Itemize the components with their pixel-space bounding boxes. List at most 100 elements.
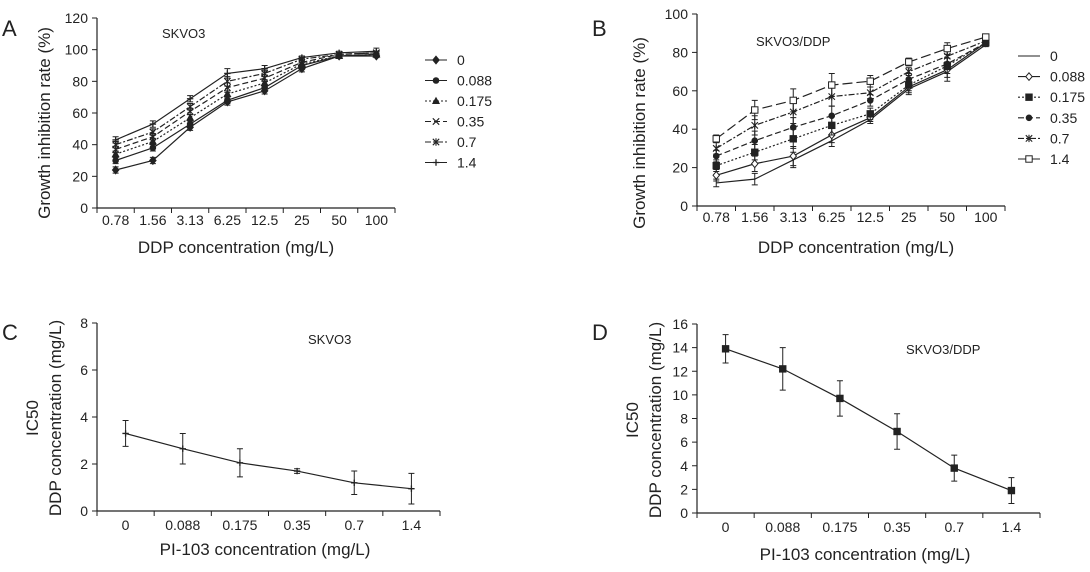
panel-b-legend-item: 0 — [1018, 48, 1058, 64]
panel-b-data-point — [750, 159, 759, 169]
panel-c-y-tick-label: 4 — [80, 409, 88, 425]
panel-a-x-tick-label: 100 — [365, 212, 389, 228]
panel-b-x-tick-label: 0.78 — [703, 209, 730, 225]
panel-d-x-axis-title: PI-103 concentration (mg/L) — [760, 545, 971, 564]
panel-a-data-point — [298, 54, 306, 61]
panel-c-plot: 0 2 4 6 8 0 0.088 0.175 0.35 0.7 1.4 — [80, 315, 441, 533]
panel-d: D 0 2 4 6 8 10 12 14 16 0 0.088 0.175 0.35 0.7 1.4 SKV… — [592, 316, 1041, 564]
panel-b-data-point — [751, 121, 759, 130]
panel-a-legend: 0 0.088 0.175 0.35 0.7 1.4 — [425, 52, 492, 171]
panel-b-data-point — [751, 137, 759, 145]
panel-b-data-point — [982, 33, 990, 41]
panel-b-series-line — [715, 36, 986, 140]
panel-a-data-point — [149, 128, 157, 136]
panel-b-y-tick-label: 0 — [680, 198, 688, 214]
panel-b-data-point — [789, 96, 797, 105]
panel-b-letter: B — [592, 16, 607, 41]
panel-d-y-tick-label: 0 — [680, 505, 688, 521]
panel-a-series-3 — [112, 49, 380, 154]
panel-b-series-5 — [712, 33, 990, 144]
panel-a-x-tick-label: 12.5 — [251, 212, 278, 228]
panel-d-inset-title: SKVO3/DDP — [906, 342, 980, 357]
panel-b-data-point — [712, 161, 720, 170]
panel-d-data-point — [950, 464, 958, 472]
panel-b-series-line — [716, 44, 987, 184]
panel-a-data-point — [261, 65, 268, 72]
panel-a-y-tick-label: 100 — [65, 42, 89, 58]
panel-b-series-line — [715, 40, 986, 149]
panel-a-series-5 — [112, 47, 380, 144]
panel-a-legend-label: 0.175 — [457, 93, 492, 109]
panel-d-x-tick-label: 0.175 — [822, 519, 857, 535]
panel-b-data-point — [712, 144, 720, 153]
panel-b-legend-label: 0.088 — [1050, 69, 1085, 85]
panel-b-legend-marker — [1025, 93, 1033, 101]
panel-c-y-tick-label: 6 — [80, 362, 88, 378]
panel-c-x-axis-title: PI-103 concentration (mg/L) — [160, 540, 371, 559]
panel-d-data-point — [779, 365, 787, 373]
panel-a-x-tick-label: 1.56 — [139, 212, 166, 228]
panel-d-y-tick-label: 16 — [672, 316, 688, 332]
panel-a-data-point — [224, 97, 231, 104]
panel-c-x-tick-label: 0.35 — [283, 517, 310, 533]
panel-c-data-point — [408, 485, 415, 492]
panel-b-error-bar — [751, 172, 758, 186]
panel-a-x-axis-title: DDP concentration (mg/L) — [138, 238, 334, 257]
panel-b-x-tick-label: 25 — [901, 209, 917, 225]
panel-d-y-tick-label: 6 — [680, 434, 688, 450]
panel-b-legend-label: 0.175 — [1050, 89, 1085, 105]
panel-d-y-tick-label: 4 — [680, 458, 688, 474]
panel-a-legend-marker — [432, 77, 440, 84]
panel-b-data-point — [712, 170, 721, 180]
panel-a-x-tick-label: 6.25 — [214, 212, 241, 228]
panel-a-legend-item: 0 — [425, 52, 465, 68]
panel-a-x-tick-label: 0.78 — [102, 212, 129, 228]
panel-a-data-point — [148, 137, 157, 145]
panel-b-legend-marker — [1025, 72, 1033, 82]
panel-d-letter: D — [592, 320, 608, 345]
panel-b-data-point — [905, 67, 913, 76]
panel-c-data-point — [179, 445, 186, 452]
panel-b-x-tick-label: 100 — [974, 209, 998, 225]
panel-b-data-point — [943, 44, 951, 53]
panel-a-data-point — [223, 89, 232, 98]
panel-b-legend-item: 0.35 — [1018, 110, 1077, 126]
panel-a-series-line — [115, 52, 377, 146]
panel-d-y-axis-title-line2: DDP concentration (mg/L) — [646, 322, 665, 518]
panel-d-y-tick-label: 2 — [680, 481, 688, 497]
panel-b-x-tick-label: 50 — [939, 209, 955, 225]
panel-c-y-tick-label: 0 — [80, 503, 88, 519]
panel-a-legend-marker — [431, 96, 441, 105]
panel-b-x-tick-label: 12.5 — [857, 209, 884, 225]
panel-d-y-tick-label: 8 — [680, 411, 688, 427]
panel-a-data-point — [186, 120, 194, 128]
panel-b-legend-label: 0.7 — [1050, 130, 1070, 146]
panel-a-legend-marker — [432, 138, 440, 146]
panel-b-x-tick-label: 6.25 — [818, 209, 845, 225]
panel-a-y-tick-label: 40 — [72, 137, 88, 153]
panel-c-series-0 — [122, 420, 415, 505]
panel-d-y-tick-label: 12 — [672, 363, 688, 379]
panel-d-data-point — [721, 345, 730, 353]
panel-c-x-tick-label: 1.4 — [402, 517, 422, 533]
panel-a-data-point — [186, 95, 194, 102]
panel-b-inset-title: SKVO3/DDP — [756, 34, 830, 49]
panel-b-data-point — [789, 151, 798, 161]
panel-a-data-point — [223, 84, 231, 92]
panel-b-data-point — [905, 75, 913, 83]
panel-a-legend-item: 0.35 — [425, 114, 484, 130]
panel-b-legend-marker — [1025, 134, 1033, 143]
panel-d-series-line — [725, 348, 1012, 492]
panel-c-y-tick-label: 8 — [80, 315, 88, 331]
panel-c-letter: C — [2, 320, 18, 345]
panel-a-data-point — [373, 48, 380, 55]
panel-a-data-point — [111, 165, 120, 175]
panel-d-y-tick-label: 14 — [672, 340, 688, 356]
panel-d-y-tick-label: 10 — [672, 387, 688, 403]
panel-b-data-point — [751, 106, 759, 114]
panel-d-x-tick-label: 1.4 — [1002, 519, 1022, 535]
panel-b-y-tick-label: 80 — [672, 44, 688, 60]
panel-b-y-axis-title: Growth inhibition rate (%) — [630, 37, 649, 229]
panel-b-legend: 0 0.088 0.175 0.35 0.7 1.4 — [1018, 48, 1085, 167]
panel-c-y-axis-title-line1: IC50 — [23, 400, 42, 436]
